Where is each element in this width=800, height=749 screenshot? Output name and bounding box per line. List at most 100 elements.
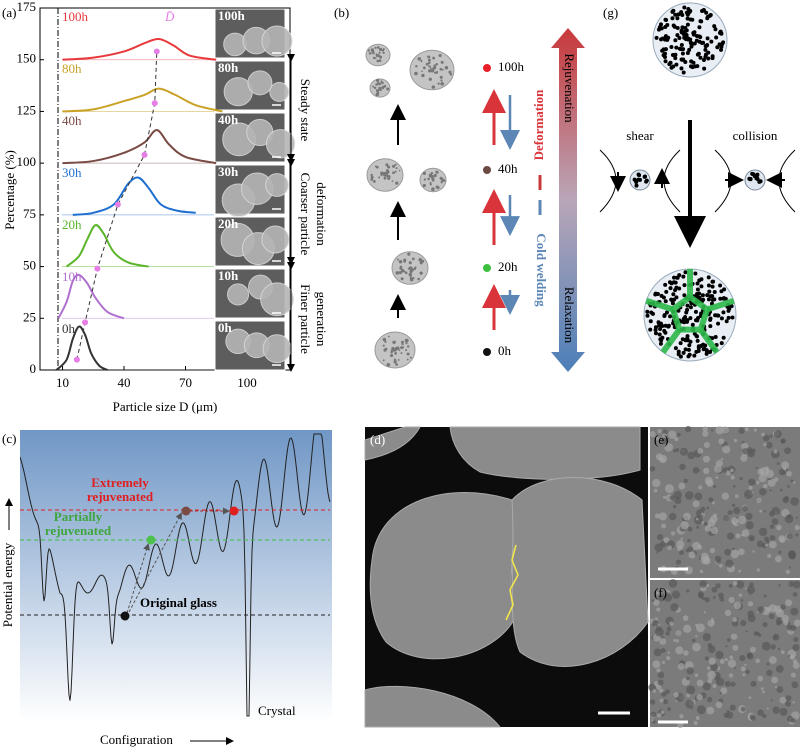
texture [400, 277, 404, 281]
distribution-curve [62, 87, 223, 113]
texture [687, 451, 695, 460]
atom [679, 10, 684, 15]
texture [433, 173, 437, 178]
texture [763, 594, 767, 598]
texture [399, 266, 403, 270]
texture [726, 532, 735, 540]
atom [673, 12, 678, 17]
texture [733, 507, 741, 515]
series-label: 20h [62, 217, 82, 232]
time-dot [483, 348, 491, 356]
texture [695, 517, 699, 521]
atom [712, 297, 717, 302]
time-label: 0h [498, 343, 512, 358]
texture [679, 447, 688, 456]
atom [657, 25, 662, 30]
series-label: 10h [62, 269, 82, 284]
shear-label: shear [626, 128, 654, 143]
texture [773, 449, 778, 454]
texture [373, 86, 377, 90]
texture [431, 178, 435, 182]
texture [400, 352, 403, 355]
texture [665, 631, 670, 636]
texture [378, 86, 381, 90]
texture [770, 699, 773, 702]
deformation-label: Deformation [531, 89, 546, 161]
texture [370, 48, 375, 52]
y-tick-label: 75 [23, 206, 36, 221]
texture [697, 448, 704, 454]
texture [786, 715, 794, 723]
texture [439, 67, 443, 71]
texture [784, 599, 793, 607]
atom [694, 38, 699, 43]
texture [762, 621, 768, 628]
texture [769, 489, 772, 492]
atom [679, 47, 684, 52]
texture [762, 483, 768, 489]
texture [790, 479, 794, 483]
texture [675, 630, 682, 636]
atom [657, 323, 662, 328]
texture [766, 662, 770, 666]
texture [696, 705, 706, 715]
texture [696, 694, 703, 701]
mean-point [141, 151, 148, 158]
texture [704, 597, 710, 603]
panel-label: (b) [334, 5, 349, 20]
texture [770, 449, 780, 459]
atom [702, 66, 707, 71]
texture [758, 474, 767, 483]
texture [704, 476, 713, 485]
atom [726, 315, 731, 320]
atom [675, 33, 680, 38]
shear-band [645, 297, 674, 313]
texture [651, 719, 654, 722]
texture [395, 181, 399, 185]
texture [755, 497, 762, 504]
texture [746, 585, 756, 594]
texture [659, 637, 667, 645]
texture [785, 700, 791, 707]
atom [699, 284, 704, 289]
texture [667, 707, 672, 712]
texture [729, 704, 736, 711]
texture [769, 540, 777, 549]
texture [776, 462, 780, 466]
texture [382, 49, 384, 51]
texture [438, 53, 442, 58]
texture [733, 485, 736, 488]
texture [794, 524, 800, 531]
atom [693, 309, 698, 314]
atom [644, 178, 649, 183]
atom [710, 284, 715, 289]
texture [411, 257, 415, 261]
atom [663, 299, 668, 304]
surface [663, 149, 681, 213]
atom [684, 310, 689, 315]
atom [632, 177, 637, 182]
atom [696, 344, 701, 349]
texture [748, 478, 756, 486]
atom [681, 350, 686, 355]
texture [707, 519, 716, 527]
texture [666, 626, 672, 632]
texture [775, 555, 782, 563]
atom [703, 343, 708, 348]
texture [731, 547, 735, 551]
texture [772, 706, 780, 714]
texture [735, 533, 741, 539]
texture [666, 655, 671, 661]
atom [659, 293, 664, 298]
texture [389, 353, 394, 358]
atom [713, 27, 718, 32]
texture [762, 690, 765, 694]
texture [376, 91, 380, 94]
texture [722, 445, 731, 454]
y-tick-label: 50 [23, 258, 36, 273]
atom [688, 37, 693, 42]
texture [763, 536, 770, 542]
texture [686, 666, 694, 675]
panel-d: (d) (e) (f) [364, 425, 800, 728]
texture [674, 496, 682, 505]
